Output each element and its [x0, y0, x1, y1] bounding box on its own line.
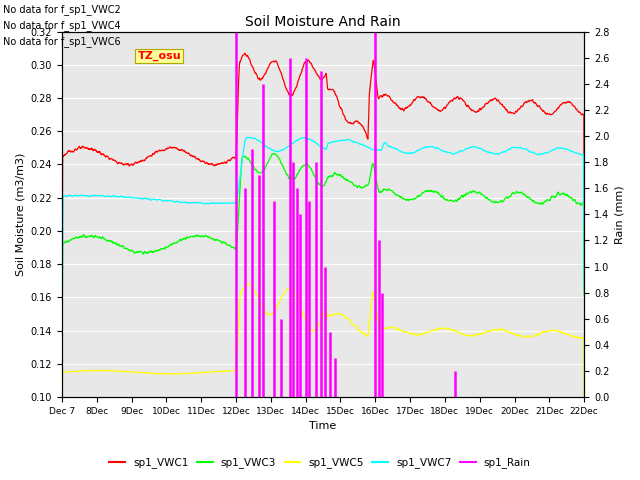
Text: No data for f_sp1_VWC4: No data for f_sp1_VWC4 — [3, 20, 121, 31]
Text: No data for f_sp1_VWC6: No data for f_sp1_VWC6 — [3, 36, 121, 47]
X-axis label: Time: Time — [309, 421, 337, 432]
Y-axis label: Rain (mm): Rain (mm) — [615, 185, 625, 244]
Legend: sp1_VWC1, sp1_VWC3, sp1_VWC5, sp1_VWC7, sp1_Rain: sp1_VWC1, sp1_VWC3, sp1_VWC5, sp1_VWC7, … — [105, 453, 535, 472]
Y-axis label: Soil Moisture (m3/m3): Soil Moisture (m3/m3) — [15, 153, 25, 276]
Text: No data for f_sp1_VWC2: No data for f_sp1_VWC2 — [3, 4, 121, 15]
Title: Soil Moisture And Rain: Soil Moisture And Rain — [245, 15, 401, 29]
Text: TZ_osu: TZ_osu — [138, 51, 181, 61]
